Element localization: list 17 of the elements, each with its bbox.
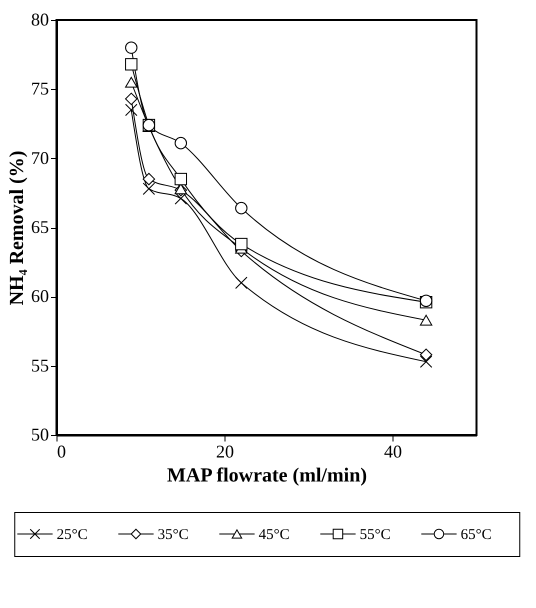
x-tick-label: 40 <box>384 442 402 462</box>
y-tick-label: 60 <box>31 286 49 306</box>
y-axis-title: NH₄ Removal (%) <box>6 150 28 306</box>
y-tick-label: 55 <box>31 355 49 376</box>
y-tick-label: 70 <box>31 148 49 168</box>
legend-label: 65°C <box>460 527 492 543</box>
y-tick-label: 50 <box>31 424 49 444</box>
legend-label: 45°C <box>258 527 290 543</box>
x-tick-label: 0 <box>57 442 66 462</box>
y-tick-label: 65 <box>31 217 49 237</box>
y-tick-label: 80 <box>31 10 49 30</box>
x-axis-title: MAP flowrate (ml/min) <box>167 464 367 486</box>
legend-label: 25°C <box>56 527 88 543</box>
x-tick-label: 20 <box>216 442 234 462</box>
legend-label: 55°C <box>360 527 391 543</box>
y-tick-label: 75 <box>31 78 49 99</box>
legend-label: 35°C <box>158 527 189 543</box>
